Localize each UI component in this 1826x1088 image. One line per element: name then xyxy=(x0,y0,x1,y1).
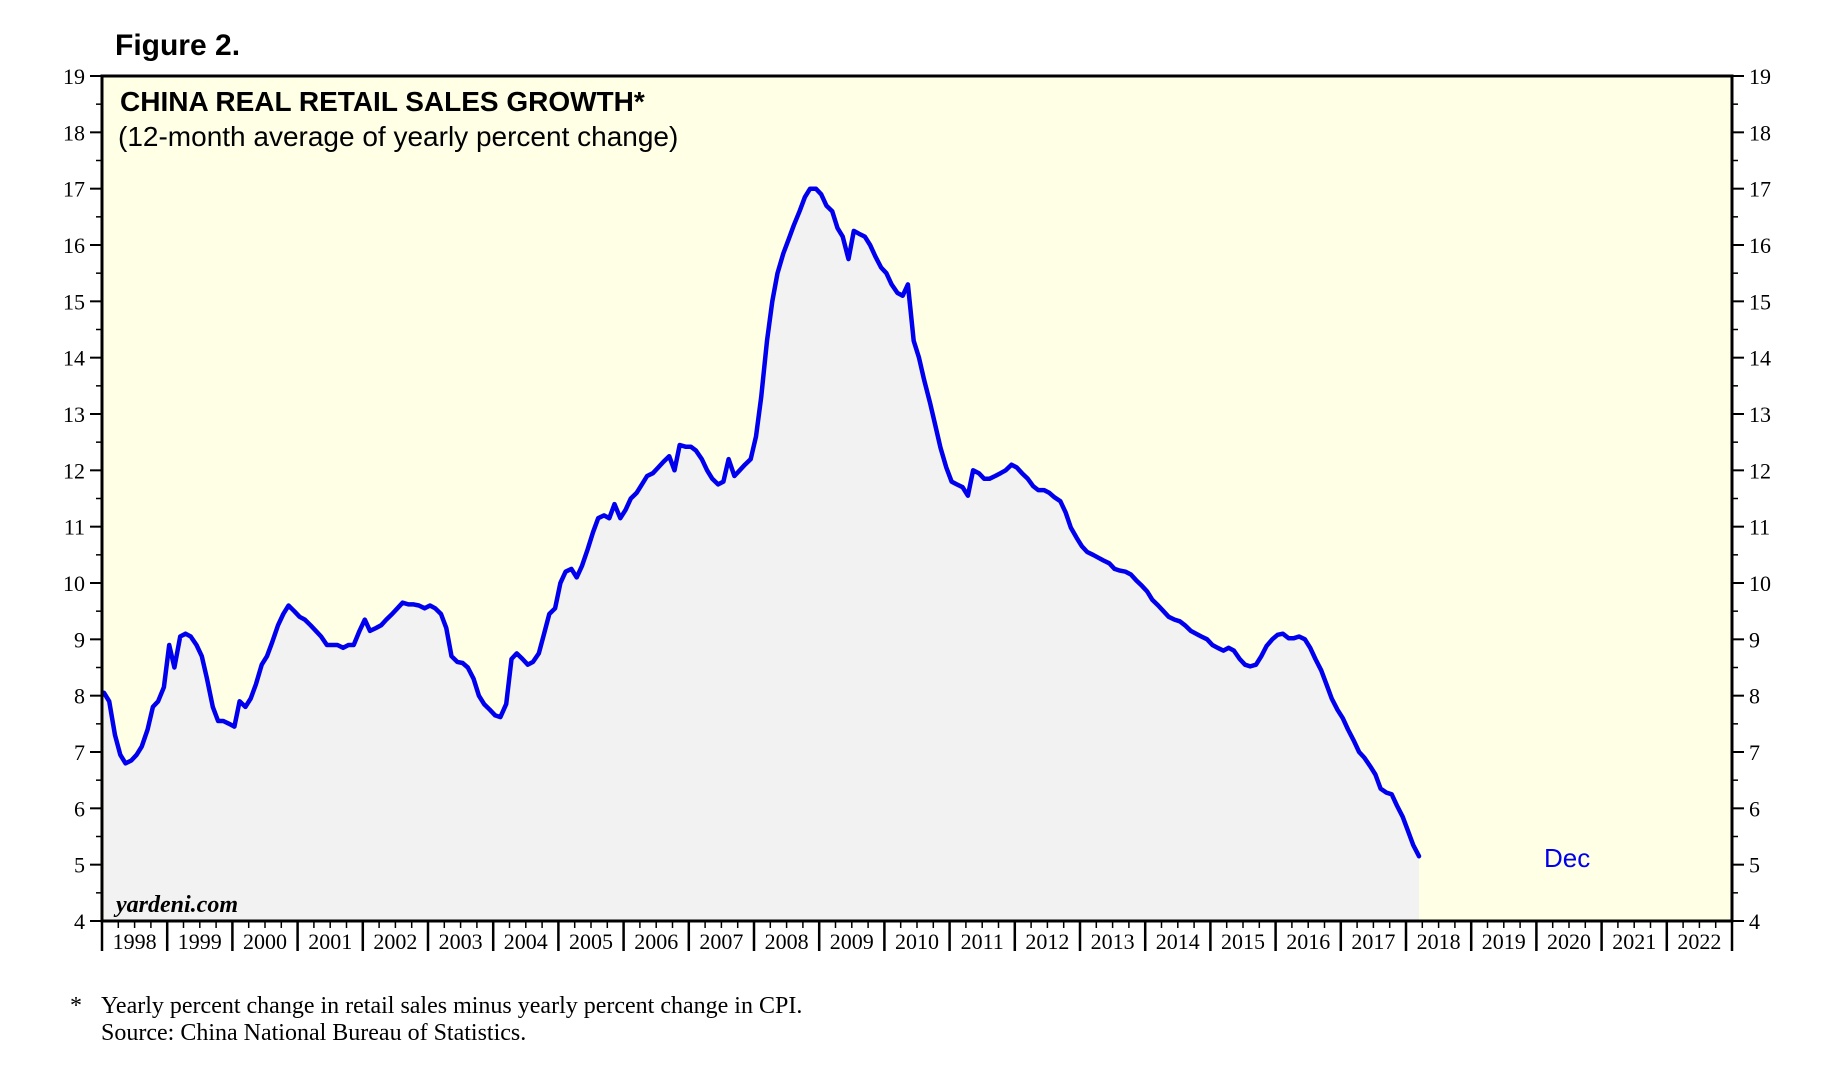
y-tick-label-right: 12 xyxy=(1749,458,1771,483)
y-tick-label-left: 16 xyxy=(63,233,85,258)
y-tick-label-left: 5 xyxy=(74,853,85,878)
x-tick-label: 2019 xyxy=(1482,929,1526,954)
y-tick-label-right: 15 xyxy=(1749,289,1771,314)
x-tick-label: 2018 xyxy=(1417,929,1461,954)
x-tick-label: 2016 xyxy=(1286,929,1330,954)
y-tick-label-right: 7 xyxy=(1749,740,1760,765)
x-tick-label: 2010 xyxy=(895,929,939,954)
y-tick-label-left: 18 xyxy=(63,120,85,145)
y-tick-label-left: 9 xyxy=(74,627,85,652)
x-tick-label: 2005 xyxy=(569,929,613,954)
chart-title: CHINA REAL RETAIL SALES GROWTH* xyxy=(120,86,645,117)
y-tick-label-left: 4 xyxy=(74,909,85,934)
y-tick-label-right: 4 xyxy=(1749,909,1760,934)
y-tick-label-left: 7 xyxy=(74,740,85,765)
y-tick-label-left: 12 xyxy=(63,458,85,483)
x-tick-label: 2006 xyxy=(634,929,678,954)
y-tick-label-right: 5 xyxy=(1749,853,1760,878)
x-tick-label: 1998 xyxy=(113,929,157,954)
y-axis-left: 4 5 6 7 8 9 10 11 12 13 14 15 16 17 18 19 xyxy=(63,64,102,934)
y-tick-label-right: 19 xyxy=(1749,64,1771,89)
footnote-line-2: Source: China National Bureau of Statist… xyxy=(101,1020,526,1046)
y-tick-label-left: 17 xyxy=(63,177,85,202)
y-tick-label-left: 8 xyxy=(74,684,85,709)
x-tick-label: 2007 xyxy=(699,929,743,954)
y-tick-label-left: 10 xyxy=(63,571,85,596)
y-tick-label-right: 8 xyxy=(1749,684,1760,709)
footnote-marker: * xyxy=(70,993,82,1019)
x-axis: 1998 1999 2000 2001 2002 2003 2004 2005 2006 2007… xyxy=(100,921,1734,954)
x-tick-label: 2009 xyxy=(830,929,874,954)
x-tick-label: 2011 xyxy=(961,929,1004,954)
y-axis-right: 4 5 6 7 8 9 10 11 12 13 14 15 16 17 18 19 xyxy=(1732,64,1771,934)
y-tick-label-right: 14 xyxy=(1749,346,1771,371)
y-tick-label-right: 9 xyxy=(1749,627,1760,652)
area-fill xyxy=(104,188,1419,921)
x-tick-label: 2003 xyxy=(439,929,483,954)
y-tick-label-right: 18 xyxy=(1749,120,1771,145)
x-tick-label: 2022 xyxy=(1677,929,1721,954)
y-tick-label-right: 13 xyxy=(1749,402,1771,427)
x-tick-label: 2015 xyxy=(1221,929,1265,954)
y-tick-label-left: 13 xyxy=(63,402,85,427)
chart-subtitle: (12-month average of yearly percent chan… xyxy=(118,121,678,152)
watermark: yardeni.com xyxy=(113,892,238,918)
x-tick-label: 2000 xyxy=(243,929,287,954)
y-tick-label-right: 11 xyxy=(1749,515,1770,540)
y-tick-label-right: 10 xyxy=(1749,571,1771,596)
y-tick-label-left: 15 xyxy=(63,289,85,314)
footnote-line-1: Yearly percent change in retail sales mi… xyxy=(101,993,802,1019)
y-tick-label-left: 11 xyxy=(64,515,85,540)
y-tick-label-left: 14 xyxy=(63,346,85,371)
x-tick-label: 2014 xyxy=(1156,929,1200,954)
x-tick-label: 2012 xyxy=(1025,929,1069,954)
x-tick-label: 2001 xyxy=(308,929,352,954)
x-tick-label: 2017 xyxy=(1351,929,1395,954)
series-line xyxy=(101,186,1422,859)
figure-label: Figure 2. xyxy=(115,29,240,62)
y-tick-label-left: 6 xyxy=(74,796,85,821)
y-tick-label-left: 19 xyxy=(63,64,85,89)
x-tick-label: 2004 xyxy=(504,929,548,954)
x-tick-label: 1999 xyxy=(178,929,222,954)
end-annotation: Dec xyxy=(1544,843,1590,873)
y-tick-label-right: 16 xyxy=(1749,233,1771,258)
y-tick-label-right: 17 xyxy=(1749,177,1771,202)
x-tick-label: 2020 xyxy=(1547,929,1591,954)
x-tick-label: 2008 xyxy=(765,929,809,954)
x-tick-label: 2002 xyxy=(373,929,417,954)
x-tick-label: 2021 xyxy=(1612,929,1656,954)
x-tick-label: 2013 xyxy=(1091,929,1135,954)
y-tick-label-right: 6 xyxy=(1749,796,1760,821)
